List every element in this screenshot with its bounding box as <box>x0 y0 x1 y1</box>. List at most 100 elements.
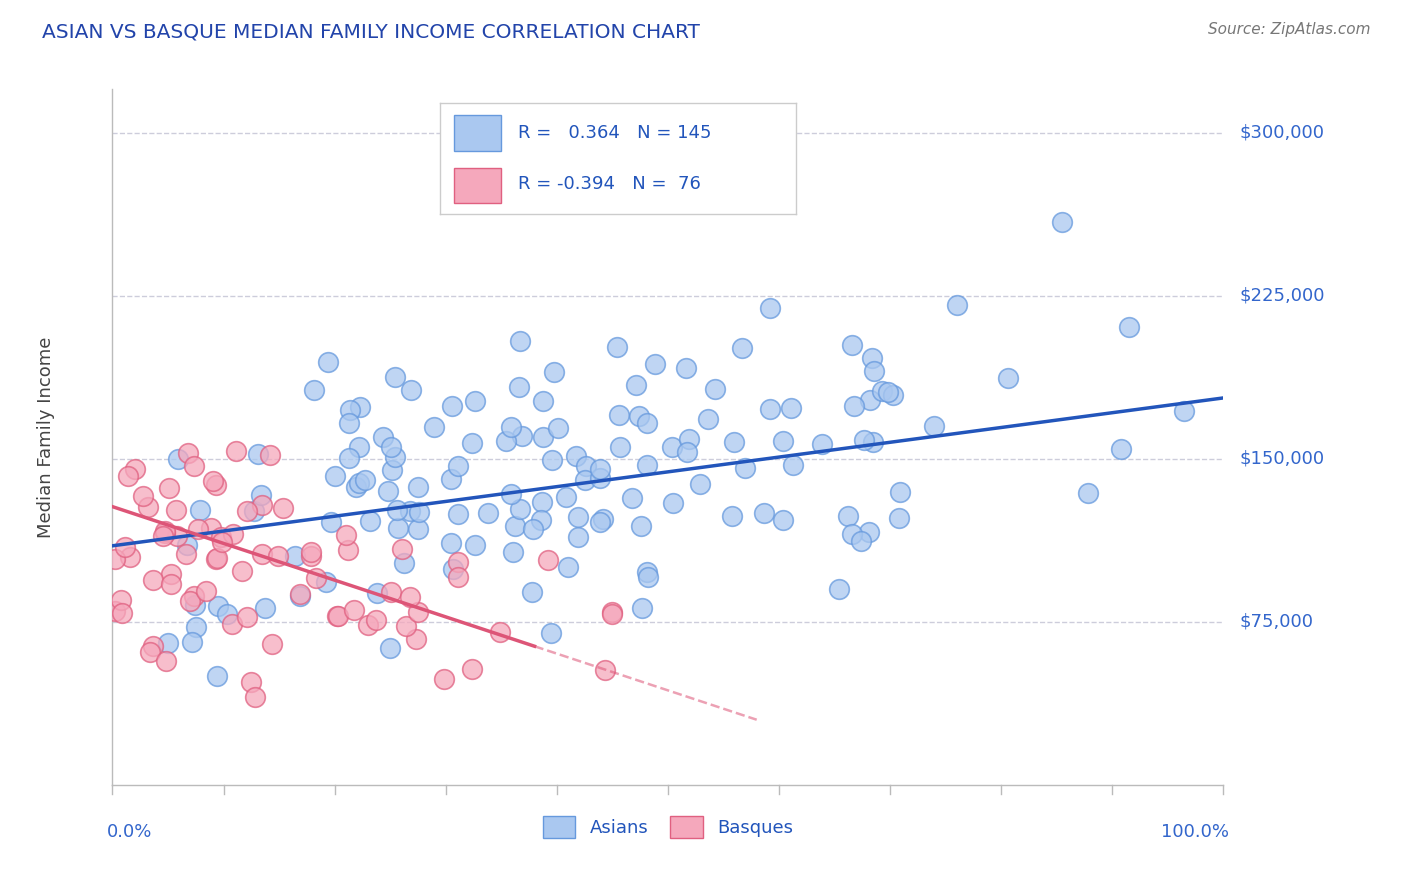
Point <box>602 605 624 619</box>
Point <box>602 607 624 621</box>
Point <box>782 458 804 472</box>
Point <box>1173 404 1195 418</box>
Point <box>142 640 165 654</box>
Point <box>675 361 697 376</box>
Point <box>620 491 643 506</box>
Point <box>250 498 273 512</box>
Point <box>624 378 647 392</box>
Point <box>235 609 257 624</box>
Point <box>522 523 544 537</box>
Point <box>853 433 876 447</box>
Point <box>754 506 776 520</box>
Point <box>231 564 253 578</box>
Point <box>501 419 523 434</box>
Point <box>349 400 371 414</box>
Point <box>166 529 188 543</box>
Point <box>157 636 180 650</box>
Point <box>501 487 523 501</box>
Point <box>678 432 700 446</box>
Point <box>347 475 370 490</box>
Point <box>384 450 406 464</box>
Point <box>446 458 468 473</box>
Point <box>530 513 553 527</box>
Point <box>593 663 616 677</box>
Point <box>588 471 610 485</box>
Point <box>399 504 422 518</box>
Point <box>337 417 360 431</box>
Point <box>380 585 402 599</box>
Point <box>721 508 744 523</box>
Point <box>236 503 259 517</box>
Point <box>609 409 631 423</box>
Point <box>315 574 337 589</box>
Point <box>357 618 380 632</box>
Point <box>543 365 565 379</box>
Point <box>288 589 311 603</box>
Point <box>366 613 388 627</box>
Point <box>636 566 658 580</box>
Point <box>627 409 650 423</box>
Point <box>589 462 612 476</box>
Point <box>858 524 880 539</box>
Text: $300,000: $300,000 <box>1240 124 1324 142</box>
Text: 0.0%: 0.0% <box>107 823 152 841</box>
Point <box>759 301 782 315</box>
Point <box>110 593 132 607</box>
Point <box>636 416 658 430</box>
Point <box>337 451 360 466</box>
Point <box>395 619 418 633</box>
Point <box>240 674 263 689</box>
Point <box>889 484 911 499</box>
Point <box>537 553 560 567</box>
Point <box>849 533 872 548</box>
Point <box>557 560 579 574</box>
Text: Median Family Income: Median Family Income <box>37 336 55 538</box>
Point <box>381 463 404 477</box>
Point <box>636 458 658 473</box>
Point <box>249 487 271 501</box>
Point <box>184 620 207 634</box>
Point <box>205 669 228 683</box>
Point <box>1052 215 1074 229</box>
Point <box>447 555 470 569</box>
Point <box>406 480 429 494</box>
Point <box>204 477 226 491</box>
Point <box>662 496 685 510</box>
Point <box>924 419 946 434</box>
Point <box>253 601 276 615</box>
Point <box>305 571 328 585</box>
Point <box>946 298 969 312</box>
Point <box>520 585 543 599</box>
Point <box>433 672 456 686</box>
Point <box>335 528 357 542</box>
Point <box>423 420 446 434</box>
Point <box>339 403 361 417</box>
Point <box>1111 442 1133 457</box>
Point <box>260 637 283 651</box>
Point <box>326 608 349 623</box>
Point <box>547 421 569 435</box>
Point <box>637 570 659 584</box>
Point <box>495 434 517 448</box>
Point <box>221 617 243 632</box>
Point <box>165 502 187 516</box>
Point <box>589 515 612 529</box>
Point <box>555 490 578 504</box>
Point <box>541 452 564 467</box>
Point <box>731 342 754 356</box>
Point <box>676 445 699 459</box>
Point <box>247 447 270 461</box>
Point <box>837 509 859 524</box>
Point <box>531 430 554 444</box>
Text: $75,000: $75,000 <box>1240 613 1313 631</box>
Point <box>759 402 782 417</box>
Point <box>689 476 711 491</box>
Point <box>631 601 654 615</box>
Point <box>380 641 402 656</box>
Point <box>183 589 205 603</box>
Point <box>574 473 596 487</box>
Point <box>302 383 325 397</box>
Point <box>104 552 127 566</box>
Point <box>205 552 228 566</box>
Point <box>408 505 430 519</box>
